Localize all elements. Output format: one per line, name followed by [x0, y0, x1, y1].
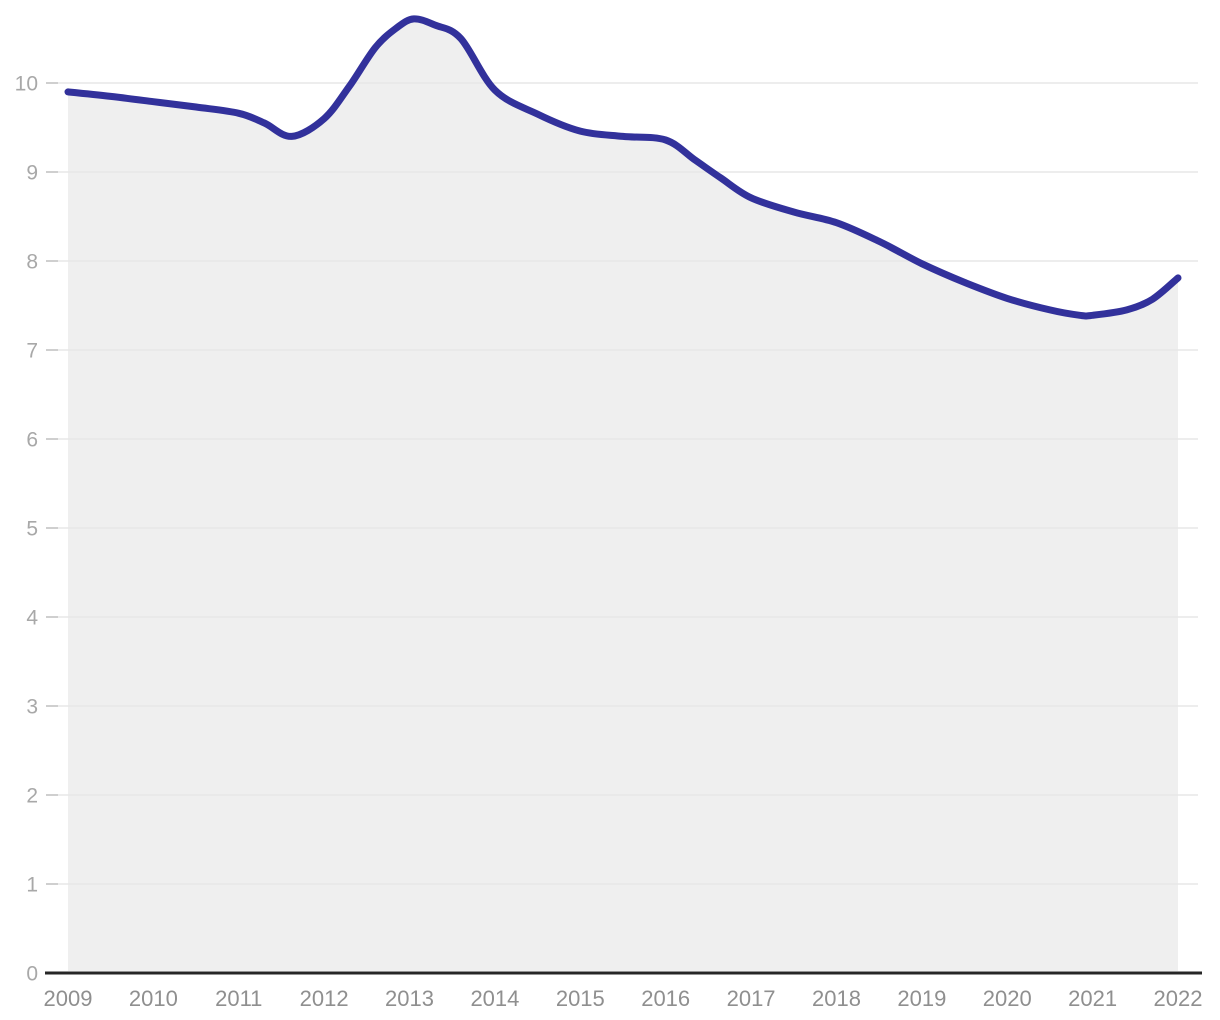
y-axis-label: 6 — [26, 428, 38, 451]
y-axis-label: 0 — [26, 962, 38, 985]
x-axis-label: 2018 — [812, 986, 861, 1011]
x-axis-label: 2012 — [300, 986, 349, 1011]
y-axis-label: 2 — [26, 784, 38, 807]
y-axis-label: 7 — [26, 339, 38, 362]
y-axis-label: 10 — [15, 72, 38, 95]
series-area-group — [68, 18, 1178, 972]
x-axis-label: 2022 — [1154, 986, 1203, 1011]
x-axis-label: 2016 — [641, 986, 690, 1011]
y-axis-label: 1 — [26, 873, 38, 896]
y-axis-label: 4 — [26, 606, 38, 629]
y-ticks-group — [46, 82, 58, 885]
x-axis-labels-group: 2009 2010 2011 2012 2013 2014 2015 2016 2017 2018… — [44, 986, 1203, 1011]
y-axis-label: 5 — [26, 517, 38, 540]
series-line — [64, 15, 1182, 320]
x-axis-label: 2015 — [556, 986, 605, 1011]
x-axis-label: 2010 — [129, 986, 178, 1011]
x-axis-label: 2013 — [385, 986, 434, 1011]
x-axis-label: 2020 — [983, 986, 1032, 1011]
plot-area-fill — [68, 18, 1178, 972]
x-axis-label: 2017 — [727, 986, 776, 1011]
x-axis-label: 2011 — [215, 986, 262, 1011]
x-axis-label: 2014 — [470, 986, 519, 1011]
y-axis-labels-group: 0 1 2 3 4 5 6 7 8 9 10 — [15, 72, 39, 985]
x-axis-label: 2021 — [1068, 986, 1117, 1011]
x-axis-label: 2019 — [897, 986, 946, 1011]
gridlines-group — [48, 82, 1198, 885]
series-line-group — [64, 15, 1182, 320]
x-axis-label: 2009 — [44, 986, 93, 1011]
y-axis-label: 8 — [26, 250, 38, 273]
y-axis-label: 9 — [26, 161, 38, 184]
y-axis-label: 3 — [26, 695, 38, 718]
